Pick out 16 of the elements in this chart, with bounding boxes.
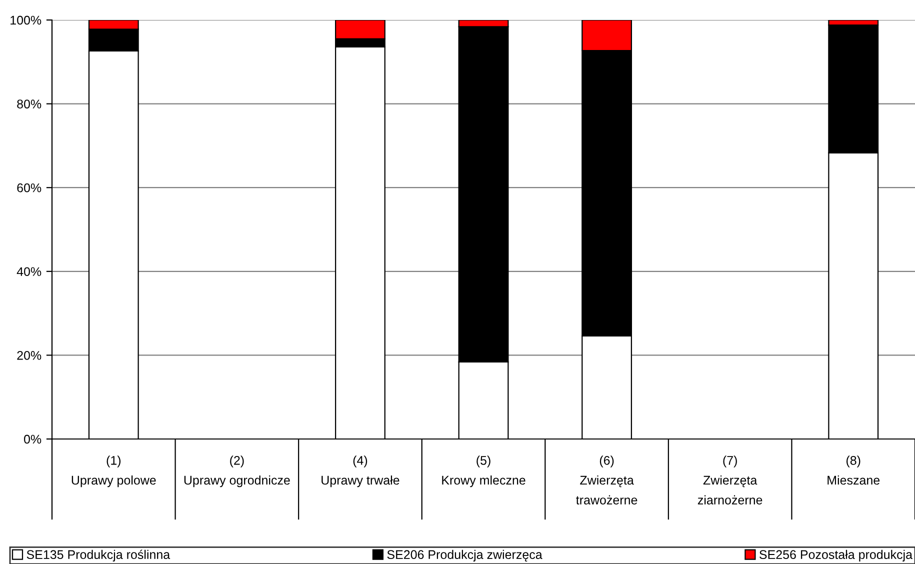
y-tick-label: 60% bbox=[17, 183, 42, 192]
x-tick-label: (8) Mieszane bbox=[828, 456, 880, 485]
legend-label: SE206 Produkcja zwierzęca bbox=[387, 550, 542, 562]
x-tick-label: (1) Uprawy polowe bbox=[72, 456, 156, 488]
x-tick-label: (2) Uprawy ogrodnicze bbox=[184, 456, 290, 488]
y-tick-label: 0% bbox=[24, 434, 42, 444]
y-tick-label: 100% bbox=[10, 16, 42, 25]
x-tick-label: (4) Uprawy trwałe bbox=[322, 456, 400, 488]
x-tick-label: (5) Krowy mleczne bbox=[442, 456, 526, 488]
y-tick-label: 20% bbox=[17, 351, 42, 360]
x-tick-label: (6) Zwierzęta trawożerne bbox=[576, 456, 638, 504]
x-tick-label: (7) Zwierzęta ziarnożerne bbox=[698, 456, 762, 504]
legend-label: SE256 Pozostała produkcja bbox=[760, 550, 913, 562]
y-tick-label: 80% bbox=[17, 100, 42, 108]
y-tick-label: 40% bbox=[16, 267, 42, 276]
legend-label: SE135 Produkcja roślinna bbox=[26, 550, 170, 562]
